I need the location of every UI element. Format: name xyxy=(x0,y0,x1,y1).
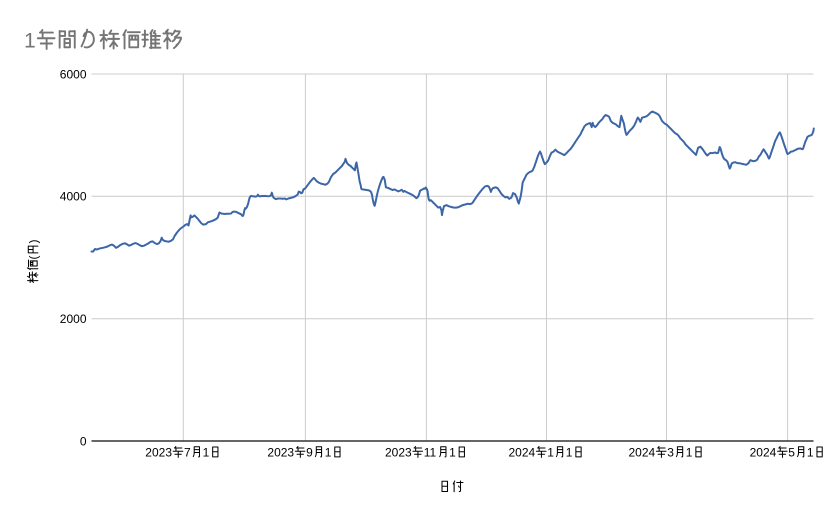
svg-text:6000: 6000 xyxy=(60,67,87,81)
svg-text:2023: 2023 xyxy=(145,446,172,460)
svg-text:2023: 2023 xyxy=(267,446,294,460)
svg-text:): ) xyxy=(26,240,40,244)
svg-text:0: 0 xyxy=(80,434,87,448)
svg-text:5: 5 xyxy=(788,446,795,460)
svg-text:1: 1 xyxy=(325,446,332,460)
svg-text:2024: 2024 xyxy=(750,446,777,460)
svg-text:1: 1 xyxy=(566,446,573,460)
svg-text:2023: 2023 xyxy=(385,446,412,460)
svg-text:1: 1 xyxy=(547,446,554,460)
svg-text:3: 3 xyxy=(667,446,674,460)
svg-text:11: 11 xyxy=(424,446,437,460)
svg-text:1: 1 xyxy=(807,446,814,460)
svg-text:7: 7 xyxy=(184,446,191,460)
svg-text:1: 1 xyxy=(203,446,210,460)
svg-text:(: ( xyxy=(26,256,40,260)
svg-text:4000: 4000 xyxy=(60,190,87,204)
svg-text:1: 1 xyxy=(686,446,693,460)
svg-text:2000: 2000 xyxy=(60,312,87,326)
svg-text:1: 1 xyxy=(24,30,36,53)
svg-text:9: 9 xyxy=(306,446,313,460)
svg-text:2024: 2024 xyxy=(509,446,536,460)
svg-text:2024: 2024 xyxy=(629,446,656,460)
svg-text:1: 1 xyxy=(449,446,456,460)
